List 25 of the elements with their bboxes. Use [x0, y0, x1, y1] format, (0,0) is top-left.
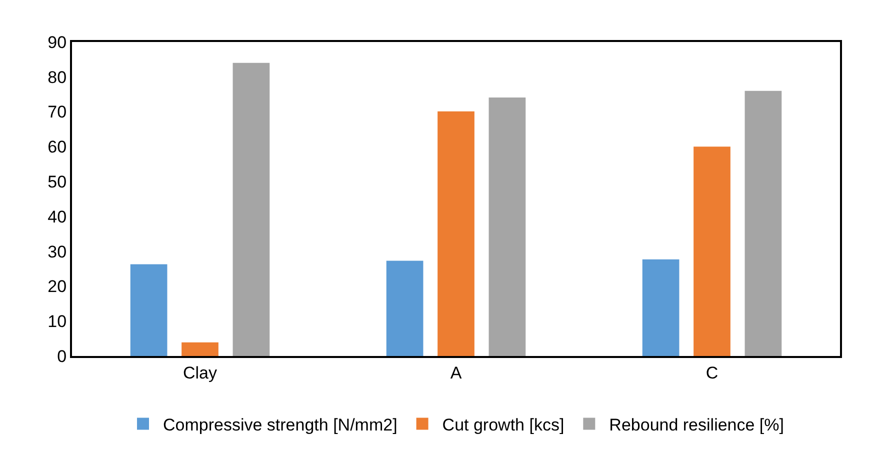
- y-tick-label: 20: [48, 277, 67, 296]
- y-tick-label: 60: [48, 138, 67, 157]
- x-tick-label: A: [450, 363, 462, 382]
- y-tick-label: 10: [48, 312, 67, 332]
- y-tick-label: 0: [57, 346, 67, 366]
- y-tick-label: 30: [48, 242, 67, 262]
- bar: [642, 259, 680, 356]
- bar: [438, 111, 474, 356]
- bar: [744, 90, 782, 356]
- bar: [694, 146, 730, 356]
- y-tick-label: 80: [48, 68, 67, 87]
- legend-label: Rebound resilience [%]: [609, 415, 784, 434]
- y-tick-label: 90: [48, 32, 67, 52]
- x-tick-label: Clay: [182, 363, 218, 382]
- y-tick-label: 40: [48, 207, 67, 226]
- y-tick-label: 70: [48, 102, 67, 122]
- x-tick-label: C: [706, 363, 718, 382]
- legend-label: Cut growth [kcs]: [442, 415, 564, 434]
- bar: [130, 264, 168, 356]
- legend-label: Compressive strength [N/mm2]: [163, 415, 398, 434]
- bar: [232, 62, 270, 356]
- y-tick-label: 50: [48, 172, 67, 192]
- bar: [488, 97, 526, 356]
- bar: [386, 260, 424, 356]
- bar: [182, 342, 218, 356]
